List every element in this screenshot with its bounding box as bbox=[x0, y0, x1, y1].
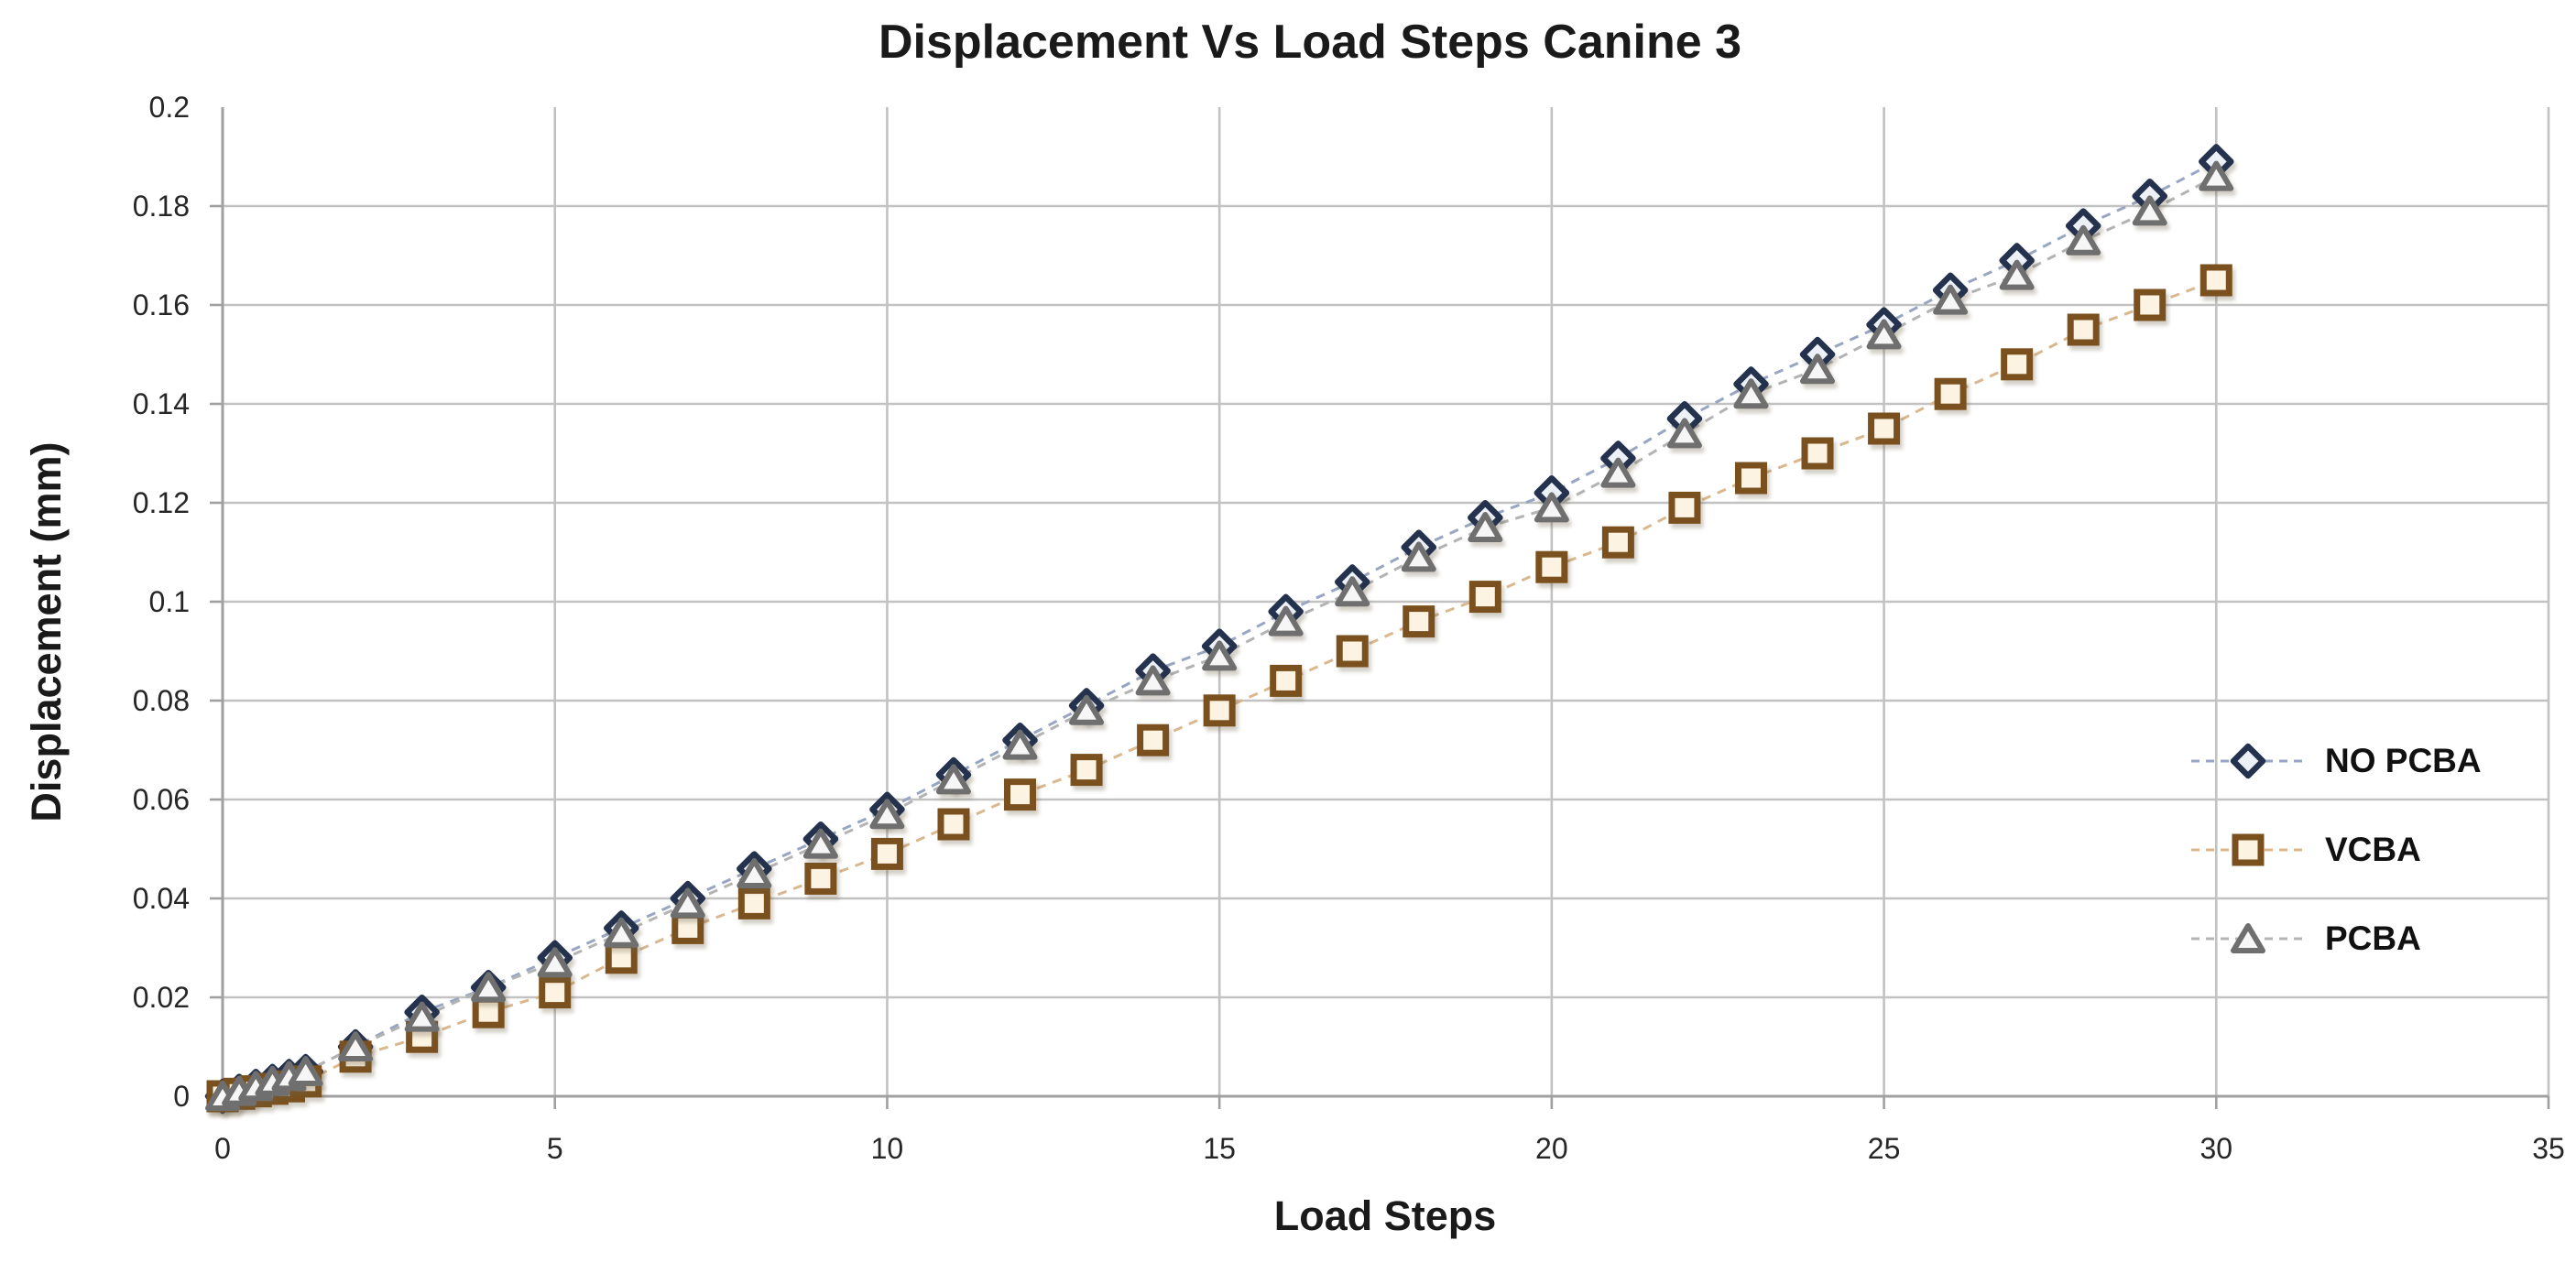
data-point-marker-triangle bbox=[869, 799, 905, 830]
data-point-marker-square bbox=[1403, 605, 1435, 638]
y-tick-label: 0.16 bbox=[133, 288, 190, 321]
data-point-marker-triangle bbox=[1335, 576, 1370, 607]
data-point-marker-triangle bbox=[1268, 605, 1304, 636]
legend-label-pcba: PCBA bbox=[2325, 919, 2421, 957]
data-point-marker-triangle bbox=[1468, 512, 1503, 542]
y-tick-label: 0.02 bbox=[133, 981, 190, 1014]
data-point-marker-triangle bbox=[471, 972, 507, 1003]
legend-entry-pcba: PCBA bbox=[2188, 918, 2421, 960]
data-point-marker-triangle bbox=[1069, 694, 1105, 725]
series-markers-pcba bbox=[205, 160, 2234, 1111]
data-point-marker-triangle bbox=[935, 764, 971, 795]
y-tick-label: 0.18 bbox=[133, 190, 190, 223]
data-point-marker-triangle bbox=[670, 887, 705, 919]
data-point-marker-square bbox=[1137, 724, 1170, 756]
data-point-marker-square bbox=[2001, 348, 2034, 381]
data-point-marker-square bbox=[671, 911, 704, 944]
y-axis-title: Displacement (mm) bbox=[23, 441, 70, 822]
data-point-marker-triangle bbox=[737, 858, 772, 888]
data-point-marker-triangle bbox=[537, 947, 573, 978]
data-point-marker-square bbox=[737, 887, 770, 919]
data-point-marker-square bbox=[472, 996, 505, 1028]
data-point-marker-triangle bbox=[604, 917, 639, 948]
data-point-marker-square bbox=[539, 976, 572, 1009]
y-tick-label: 0.14 bbox=[133, 387, 190, 420]
data-point-marker-triangle bbox=[2132, 195, 2167, 226]
y-tick-label: 0.08 bbox=[133, 684, 190, 717]
y-tick-label: 0 bbox=[173, 1080, 190, 1113]
data-point-marker-triangle bbox=[2199, 160, 2234, 191]
x-tick-label: 20 bbox=[1535, 1132, 1568, 1165]
x-tick-label: 15 bbox=[1203, 1132, 1236, 1165]
data-point-marker-triangle bbox=[1202, 640, 1238, 671]
x-tick-label: 5 bbox=[547, 1132, 563, 1165]
data-point-marker-triangle bbox=[1534, 492, 1569, 523]
data-point-marker-triangle bbox=[338, 1031, 374, 1061]
y-tick-label: 0.12 bbox=[133, 486, 190, 519]
data-point-marker-square bbox=[1801, 437, 1834, 470]
data-point-marker-square bbox=[937, 808, 970, 841]
data-point-marker-square bbox=[1668, 491, 1701, 524]
x-tick-label: 10 bbox=[871, 1132, 904, 1165]
legend-label-vcba: VCBA bbox=[2325, 831, 2421, 868]
data-point-marker-triangle bbox=[1401, 541, 1436, 572]
data-point-marker-triangle bbox=[2231, 923, 2265, 953]
data-point-marker-square bbox=[1868, 412, 1901, 445]
data-point-marker-diamond bbox=[2230, 743, 2266, 779]
data-point-marker-triangle bbox=[1600, 457, 1636, 488]
x-tick-label: 30 bbox=[2199, 1132, 2232, 1165]
legend-entry-vcba: VCBA bbox=[2188, 829, 2421, 871]
y-tick-label: 0.1 bbox=[149, 585, 190, 618]
data-point-marker-square bbox=[1336, 635, 1369, 668]
data-point-marker-triangle bbox=[1002, 729, 1038, 760]
data-point-marker-triangle bbox=[1135, 665, 1171, 696]
data-point-marker-square bbox=[870, 837, 903, 870]
data-point-marker-square bbox=[1535, 550, 1568, 583]
data-point-marker-triangle bbox=[1666, 418, 1702, 449]
legend-label-no-pcba: NO PCBA bbox=[2325, 742, 2482, 779]
triangle-marker-icon bbox=[2191, 923, 2305, 953]
data-point-marker-square bbox=[2067, 313, 2100, 346]
data-point-marker-square bbox=[1270, 664, 1303, 697]
data-point-marker-square bbox=[1734, 462, 1767, 495]
square-marker-icon bbox=[2191, 833, 2305, 866]
x-tick-label: 0 bbox=[214, 1132, 231, 1165]
x-axis-title: Load Steps bbox=[1273, 1192, 1497, 1239]
data-point-marker-square bbox=[1934, 377, 1967, 410]
x-tick-label: 35 bbox=[2532, 1132, 2565, 1165]
data-point-marker-triangle bbox=[1733, 378, 1769, 409]
data-point-marker-square bbox=[605, 941, 638, 974]
data-point-marker-triangle bbox=[1800, 354, 1836, 385]
data-point-marker-square bbox=[2199, 264, 2232, 297]
data-point-marker-triangle bbox=[1999, 259, 2035, 290]
data-point-marker-triangle bbox=[404, 1001, 440, 1032]
y-tick-label: 0.04 bbox=[133, 882, 190, 915]
data-point-marker-square bbox=[1070, 754, 1103, 787]
data-point-marker-square bbox=[2134, 288, 2167, 321]
data-point-marker-square bbox=[2232, 833, 2265, 866]
data-point-marker-square bbox=[1468, 581, 1501, 614]
chart-title: Displacement Vs Load Steps Canine 3 bbox=[878, 16, 1742, 69]
data-point-marker-triangle bbox=[802, 828, 838, 859]
data-point-marker-square bbox=[1601, 526, 1634, 559]
diamond-marker-icon bbox=[2191, 743, 2305, 779]
x-tick-label: 25 bbox=[1868, 1132, 1901, 1165]
legend-entry-no-pcba: NO PCBA bbox=[2188, 740, 2482, 782]
y-tick-label: 0.2 bbox=[149, 91, 190, 124]
data-point-marker-triangle bbox=[2066, 224, 2101, 256]
data-point-marker-triangle bbox=[1933, 284, 1969, 315]
data-point-marker-square bbox=[1203, 694, 1236, 727]
data-point-marker-square bbox=[804, 862, 837, 895]
data-point-marker-square bbox=[1004, 778, 1037, 811]
data-point-marker-triangle bbox=[1866, 319, 1902, 350]
y-tick-label: 0.06 bbox=[133, 783, 190, 816]
data-point-marker-triangle bbox=[288, 1056, 323, 1086]
